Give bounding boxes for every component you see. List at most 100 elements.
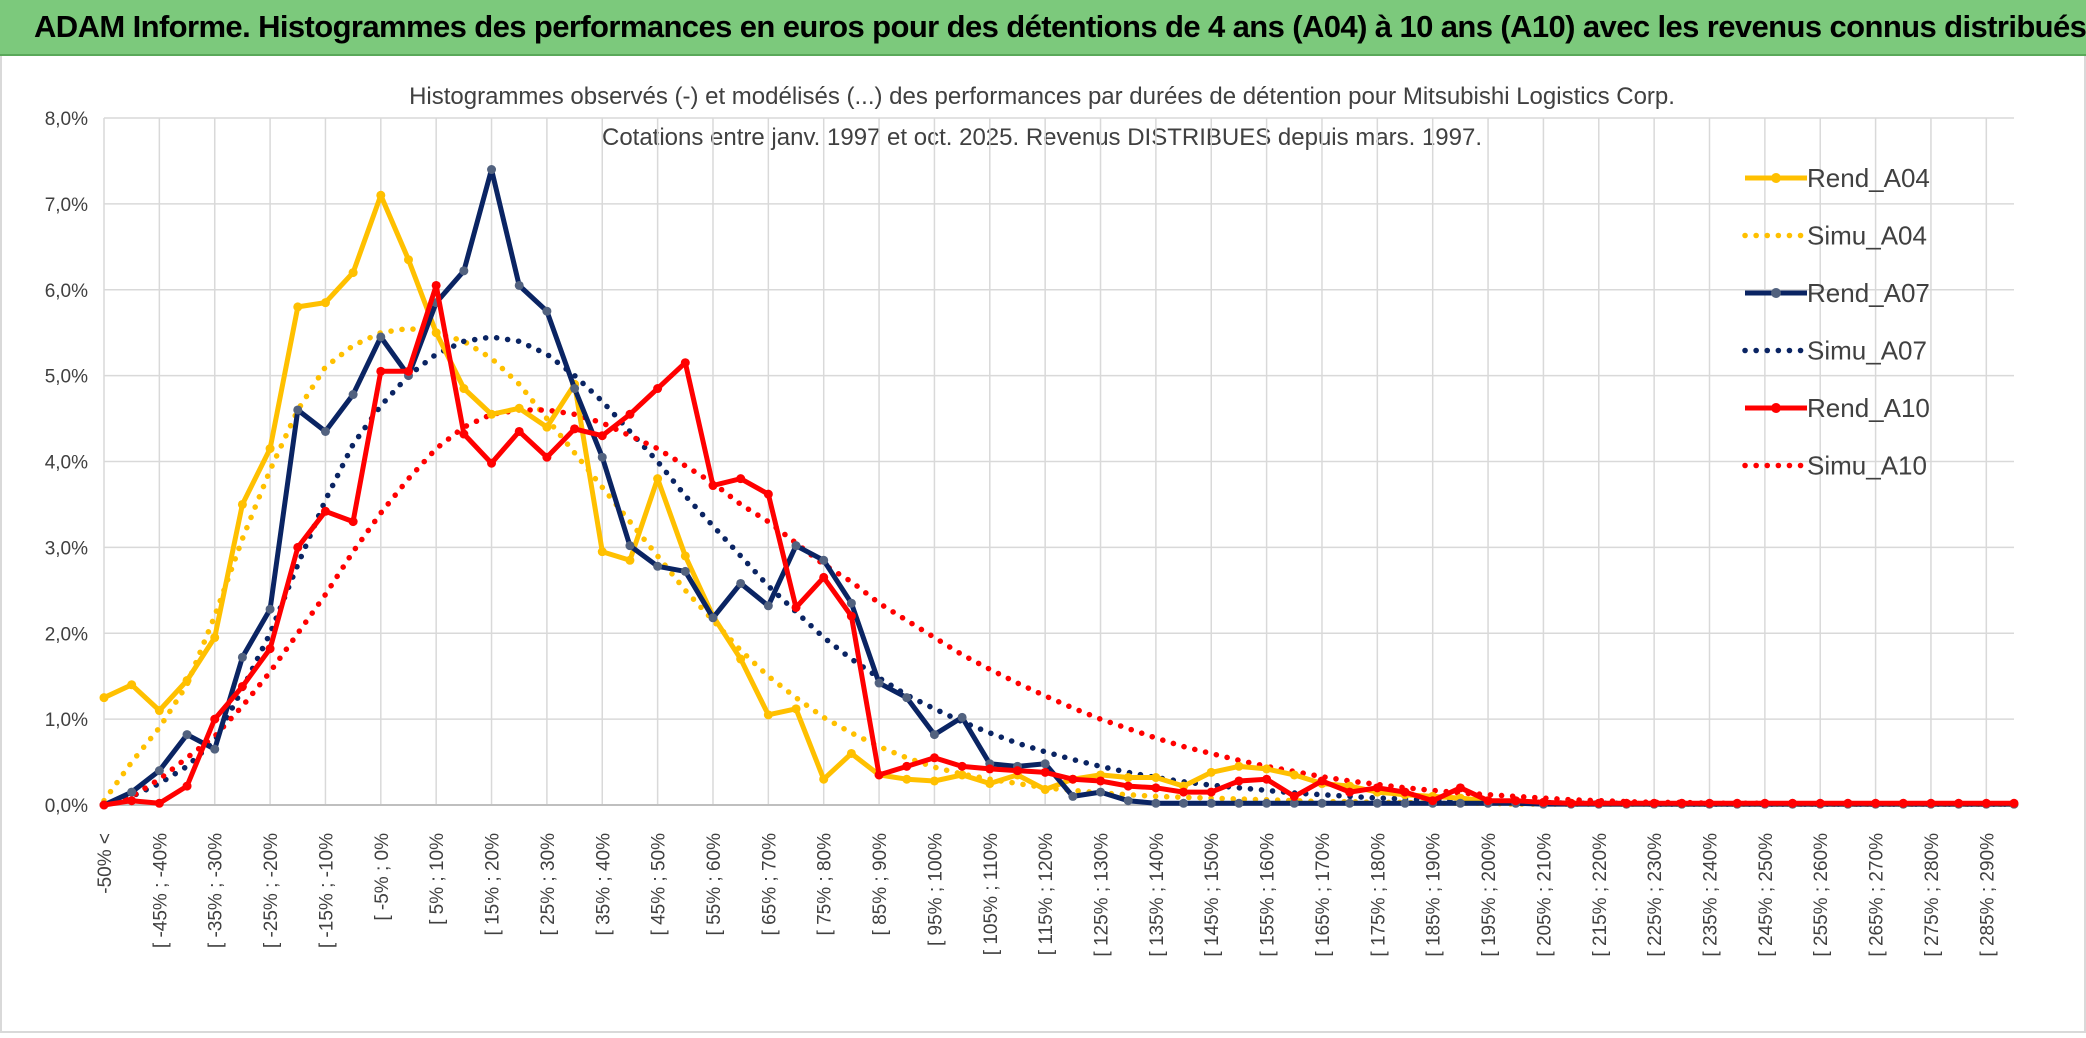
data-point bbox=[680, 566, 690, 576]
series-line-Rend_A10 bbox=[103, 283, 2014, 808]
data-point bbox=[320, 506, 330, 516]
data-point bbox=[514, 403, 524, 413]
data-point bbox=[403, 255, 413, 265]
data-point bbox=[265, 644, 275, 654]
legend-label: Simu_A10 bbox=[1807, 451, 1927, 481]
data-point bbox=[237, 652, 247, 662]
data-point bbox=[985, 764, 995, 774]
data-point bbox=[1262, 764, 1272, 774]
legend-label: Rend_A07 bbox=[1807, 278, 1930, 308]
data-point bbox=[459, 429, 469, 439]
x-tick-label: [ 205% ; 210% bbox=[1534, 833, 1555, 957]
data-point bbox=[1649, 798, 1659, 808]
data-point bbox=[1123, 796, 1133, 806]
x-tick-label: [ 115% ; 120% bbox=[1036, 833, 1057, 955]
data-point bbox=[708, 481, 718, 491]
x-tick-label: [ 145% ; 150% bbox=[1202, 833, 1223, 957]
data-point bbox=[1096, 787, 1106, 797]
x-tick-label: [ -45% ; -40% bbox=[150, 833, 171, 948]
x-tick-label: [ 105% ; 110% bbox=[981, 833, 1002, 955]
x-axis: -50% < [ -45% ; -40% [ -35% ; -30% [ -25% ;… bbox=[95, 804, 2014, 957]
data-point bbox=[1954, 798, 1964, 808]
x-tick-label: [ 235% ; 240% bbox=[1701, 833, 1722, 957]
series-line-Simu_A04 bbox=[101, 325, 2017, 807]
data-point bbox=[154, 706, 164, 716]
data-point bbox=[708, 613, 718, 623]
data-point bbox=[1096, 776, 1106, 786]
data-point bbox=[874, 678, 884, 688]
data-point bbox=[376, 332, 386, 342]
chart-canvas: Histogrammes observés (-) et modélisés (… bbox=[45, 83, 2019, 957]
report-banner: ADAM Informe. Histogrammes des performan… bbox=[0, 0, 2086, 56]
data-point bbox=[293, 302, 303, 312]
data-point bbox=[487, 165, 497, 175]
data-point bbox=[625, 409, 635, 419]
data-point bbox=[1040, 759, 1050, 769]
x-tick-label: [ 55% ; 60% bbox=[704, 833, 725, 936]
data-point bbox=[2009, 798, 2019, 808]
data-point bbox=[1372, 798, 1382, 808]
y-tick-label: 0,0% bbox=[45, 796, 88, 817]
data-point bbox=[653, 384, 663, 394]
data-point bbox=[237, 681, 247, 691]
data-point bbox=[1677, 798, 1687, 808]
data-point bbox=[348, 390, 358, 400]
chart-container: Histogrammes observés (-) et modélisés (… bbox=[0, 56, 2086, 1033]
data-point bbox=[819, 555, 829, 565]
data-point bbox=[1317, 776, 1327, 786]
x-tick-label: [ 75% ; 80% bbox=[815, 833, 836, 936]
data-point bbox=[1871, 798, 1881, 808]
data-point bbox=[570, 424, 580, 434]
data-point bbox=[597, 431, 607, 441]
data-point bbox=[431, 328, 441, 338]
data-point bbox=[127, 680, 137, 690]
data-point bbox=[1262, 774, 1272, 784]
x-tick-label: [ 255% ; 260% bbox=[1811, 833, 1832, 957]
data-point bbox=[1179, 787, 1189, 797]
chart-subtitle: Cotations entre janv. 1997 et oct. 2025.… bbox=[602, 124, 1482, 151]
data-point bbox=[127, 787, 137, 797]
series-Rend_A10 bbox=[99, 280, 2019, 810]
data-point bbox=[182, 781, 192, 791]
data-point bbox=[1151, 798, 1161, 808]
data-point bbox=[736, 474, 746, 484]
y-tick-label: 6,0% bbox=[45, 281, 88, 302]
data-point bbox=[237, 499, 247, 509]
data-point bbox=[846, 611, 856, 621]
legend-item-Simu_A10: Simu_A10 bbox=[1742, 451, 1927, 481]
data-point bbox=[154, 798, 164, 808]
data-point bbox=[154, 766, 164, 776]
x-tick-label: [ 275% ; 280% bbox=[1922, 833, 1943, 957]
y-tick-label: 4,0% bbox=[45, 453, 88, 474]
data-point bbox=[376, 366, 386, 376]
data-point bbox=[902, 693, 912, 703]
series-line-Simu_A10 bbox=[101, 407, 2017, 807]
x-tick-label: [ 85% ; 90% bbox=[870, 833, 891, 936]
data-point bbox=[902, 774, 912, 784]
data-point bbox=[846, 748, 856, 758]
data-point bbox=[265, 604, 275, 614]
data-point bbox=[1206, 798, 1216, 808]
chart-title: Histogrammes observés (-) et modélisés (… bbox=[409, 83, 1675, 110]
x-tick-label: [ 285% ; 290% bbox=[1977, 833, 1998, 957]
x-tick-label: [ 175% ; 180% bbox=[1368, 833, 1389, 957]
x-tick-label: [ -35% ; -30% bbox=[206, 833, 227, 948]
data-point bbox=[127, 796, 137, 806]
x-tick-label: [ -5% ; 0% bbox=[372, 833, 393, 921]
x-tick-label: [ -15% ; -10% bbox=[316, 833, 337, 948]
data-point bbox=[459, 266, 469, 276]
series-Simu_A10 bbox=[101, 407, 2017, 807]
data-point bbox=[1345, 787, 1355, 797]
series-line-Simu_A07 bbox=[101, 334, 2017, 807]
data-point bbox=[1151, 783, 1161, 793]
data-point bbox=[1179, 798, 1189, 808]
data-point bbox=[1068, 791, 1078, 801]
data-point bbox=[182, 675, 192, 685]
x-tick-label: [ 215% ; 220% bbox=[1590, 833, 1611, 957]
data-point bbox=[1455, 783, 1465, 793]
series-Rend_A04 bbox=[99, 190, 2019, 809]
data-point bbox=[1372, 783, 1382, 793]
x-tick-label: [ 245% ; 250% bbox=[1756, 833, 1777, 957]
data-point bbox=[1317, 798, 1327, 808]
x-tick-label: [ 35% ; 40% bbox=[593, 833, 614, 936]
